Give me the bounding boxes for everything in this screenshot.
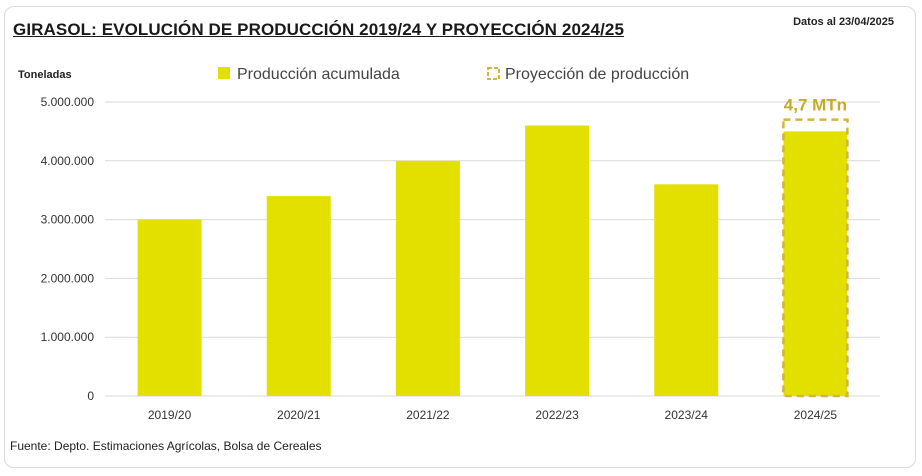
bar-produccion-2020-21 <box>266 196 331 396</box>
x-tick-label: 2022/23 <box>535 408 579 422</box>
x-tick-label: 2019/20 <box>148 408 192 422</box>
date-note: Datos al 23/04/2025 <box>793 16 894 28</box>
x-tick-label: 2023/24 <box>665 408 709 422</box>
y-tick-label: 4.000.000 <box>41 154 95 168</box>
y-tick-label: 2.000.000 <box>41 271 95 285</box>
grid-layer <box>105 101 880 397</box>
x-tick-label: 2020/21 <box>277 408 321 422</box>
y-tick-label: 5.000.000 <box>41 95 95 109</box>
legend: Producción acumulada Proyección de produc… <box>218 66 689 83</box>
legend-swatch-produccion <box>218 67 230 79</box>
chart-title: GIRASOL: EVOLUCIÓN DE PRODUCCIÓN 2019/24… <box>13 20 625 39</box>
data-label: 4,7 MTn <box>784 96 847 115</box>
legend-swatch-proyeccion <box>487 67 500 80</box>
bar-produccion-2021-22 <box>395 160 460 396</box>
bar-produccion-2023-24 <box>654 184 719 396</box>
source-note: Fuente: Depto. Estimaciones Agrícolas, B… <box>10 439 322 453</box>
bar-produccion-2022-23 <box>525 125 590 397</box>
legend-label-proyeccion: Proyección de producción <box>505 66 689 83</box>
bar-produccion-2024-25 <box>783 131 848 396</box>
axis-layer: 0 1.000.000 2.000.000 3.000.000 4.000.000 5.0… <box>41 95 838 422</box>
y-axis-label: Toneladas <box>18 69 72 81</box>
y-tick-label: 3.000.000 <box>41 213 95 227</box>
bar-layer: 4,7 MTn <box>137 96 849 398</box>
legend-label-produccion: Producción acumulada <box>237 66 400 83</box>
bar-produccion-2019-20 <box>137 219 202 396</box>
y-tick-label: 0 <box>87 389 94 403</box>
x-tick-label: 2021/22 <box>406 408 450 422</box>
x-tick-label: 2024/25 <box>794 408 838 422</box>
bar-proyeccion-2024-25 <box>782 118 849 398</box>
y-tick-label: 1.000.000 <box>41 330 95 344</box>
